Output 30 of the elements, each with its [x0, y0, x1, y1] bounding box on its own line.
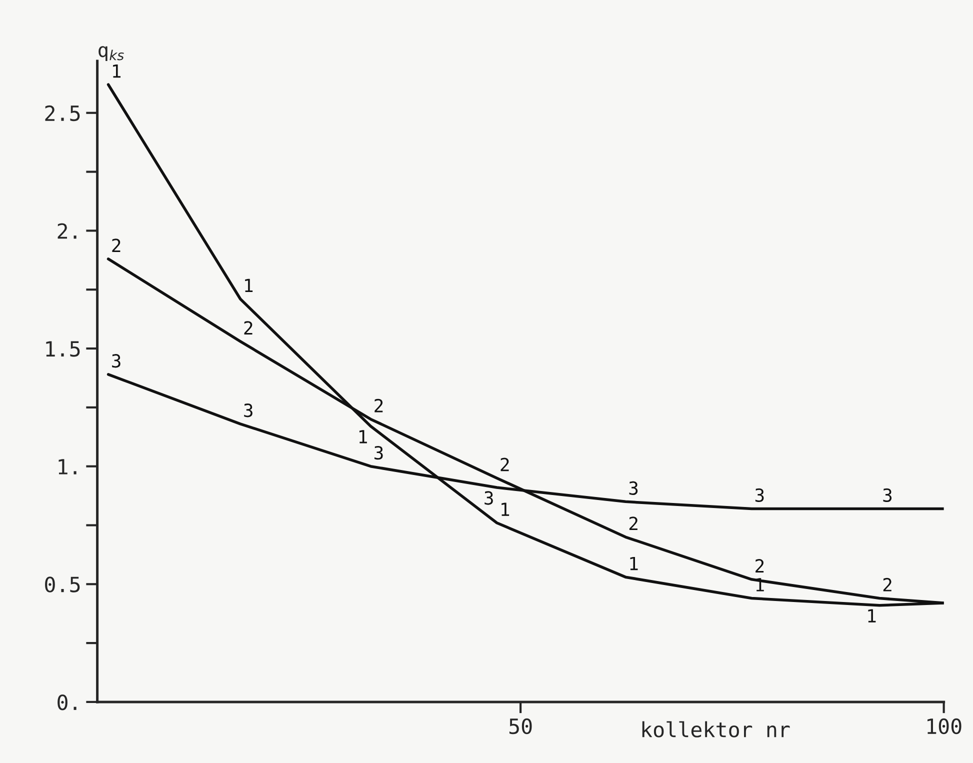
text: 2	[374, 398, 383, 412]
text: 3	[244, 404, 252, 418]
y-tick-label: 1.5	[46, 341, 80, 357]
y-tick-label: 0.	[58, 694, 76, 710]
y-tick-label: 2.5	[45, 105, 80, 122]
x-axis-title: kollektor nr	[642, 721, 790, 738]
series-label: 2	[883, 578, 892, 592]
text: 2	[244, 321, 252, 334]
text: 1	[359, 430, 367, 444]
x-tick-label: 100	[928, 718, 962, 734]
series-label: 3	[484, 491, 493, 505]
text: 3	[374, 446, 383, 460]
text: 3	[883, 488, 892, 502]
y-tick-label: 0.5	[45, 576, 80, 592]
text: 1	[630, 556, 638, 570]
text: 1	[502, 502, 510, 516]
y-axis-title: q$_{ks}$	[98, 46, 124, 62]
text: 2	[500, 458, 509, 472]
x-tick-label: 50	[509, 718, 532, 734]
y-tick-label: 1.	[58, 459, 76, 474]
text: 1	[113, 64, 121, 78]
y-tick-label: 2.	[58, 223, 76, 239]
text: 1	[245, 278, 253, 292]
text: 2	[112, 238, 120, 252]
text: 3	[629, 481, 638, 495]
text: 2	[629, 516, 638, 530]
series-label: 1	[868, 609, 876, 622]
text: 3	[112, 354, 120, 368]
text: 2	[756, 559, 764, 572]
text: 3	[755, 488, 764, 502]
